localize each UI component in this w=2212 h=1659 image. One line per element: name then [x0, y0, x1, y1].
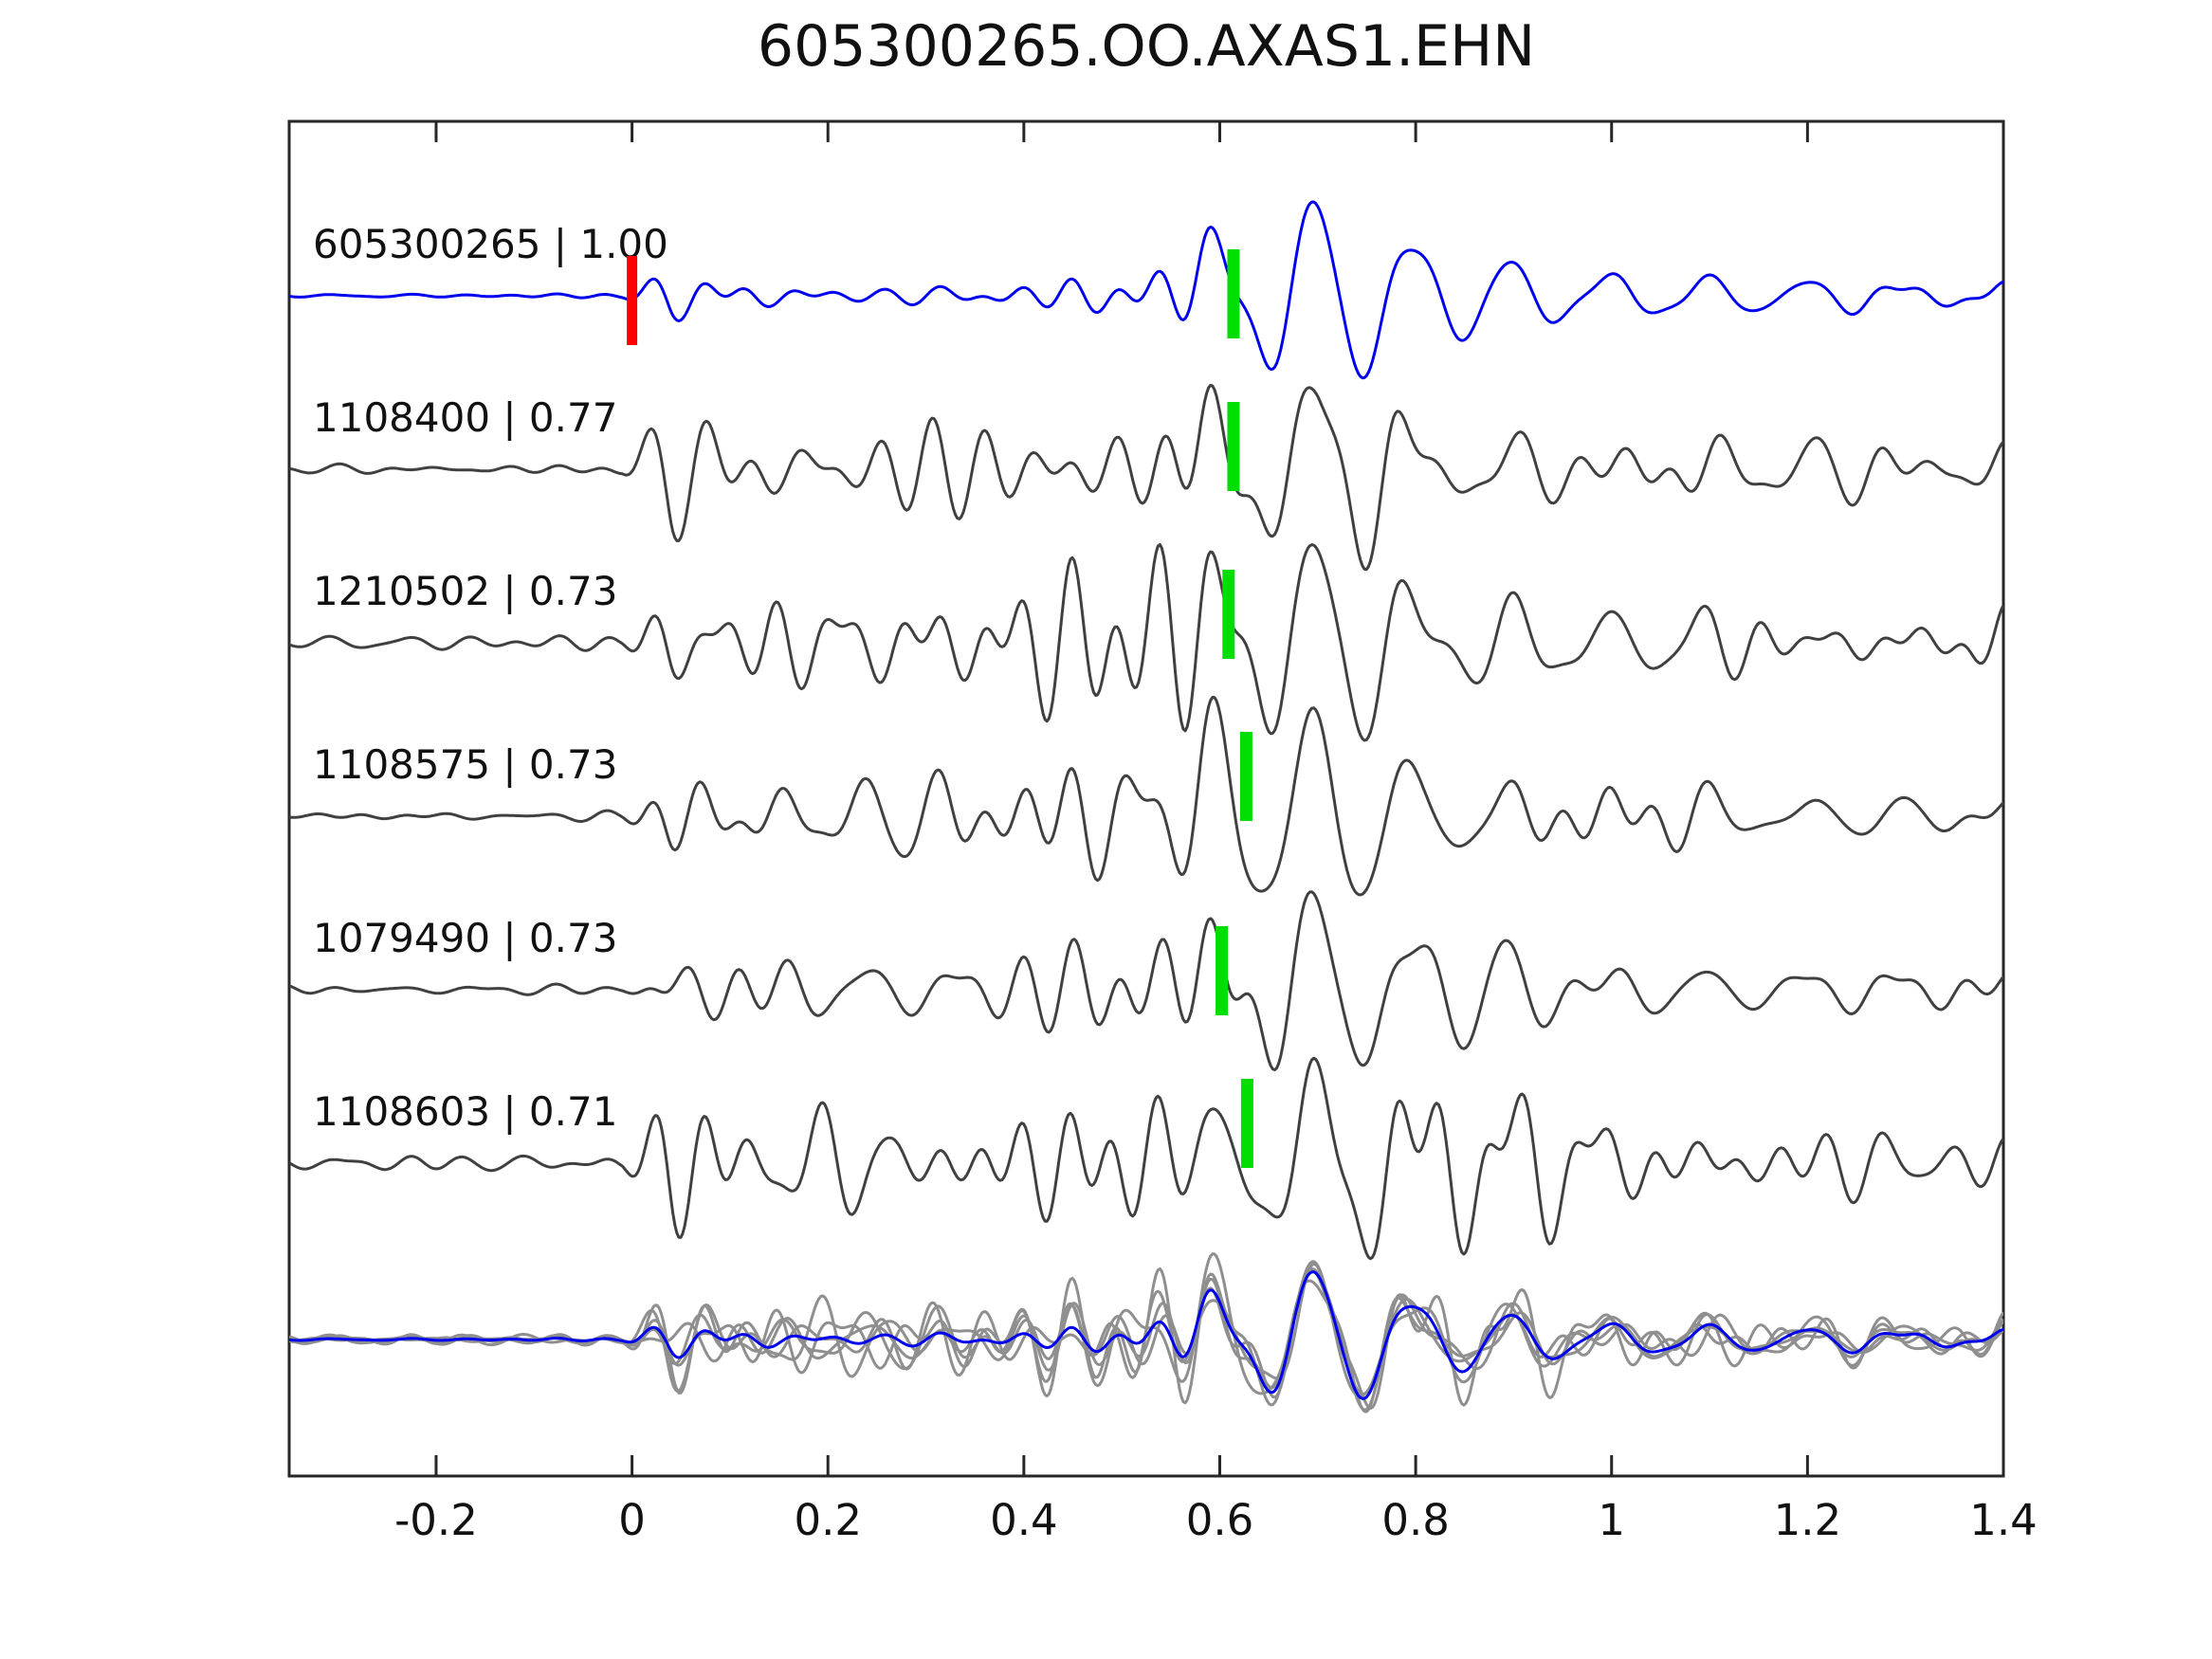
trace-label: 1108575 | 0.73 [313, 741, 617, 788]
x-tick-label: 1.2 [1774, 1495, 1842, 1545]
traces-group [289, 200, 2003, 1413]
trace-path-1108575 [289, 696, 2003, 897]
x-tick-label: 0.2 [794, 1495, 862, 1545]
trace-label: 1210502 | 0.73 [313, 568, 617, 614]
trace-path-1079490 [289, 890, 2003, 1071]
x-tick-label: 0 [618, 1495, 646, 1545]
trace-label: 1079490 | 0.73 [313, 915, 617, 961]
x-tick-label: 1.4 [1969, 1495, 2038, 1545]
trace-path-1210502 [289, 543, 2003, 742]
trace-path-1108603 [289, 1056, 2003, 1261]
trace-label: 1108400 | 0.77 [313, 394, 617, 441]
x-tick-label: 0.8 [1381, 1495, 1450, 1545]
figure-title: 605300265.OO.AXAS1.EHN [757, 13, 1536, 80]
trace-label: 1108603 | 0.71 [313, 1088, 617, 1135]
x-tick-label: -0.2 [394, 1495, 478, 1545]
x-tick-label: 1 [1598, 1495, 1625, 1545]
trace-path-1108400 [289, 383, 2003, 572]
trace-label: 605300265 | 1.00 [313, 221, 668, 267]
x-tick-label: 0.4 [990, 1495, 1058, 1545]
trace-path-605300265 [289, 200, 2003, 380]
plot-frame [287, 119, 2005, 1478]
x-tick-label: 0.6 [1186, 1495, 1254, 1545]
overlay-path-605300265 [289, 1270, 2003, 1400]
